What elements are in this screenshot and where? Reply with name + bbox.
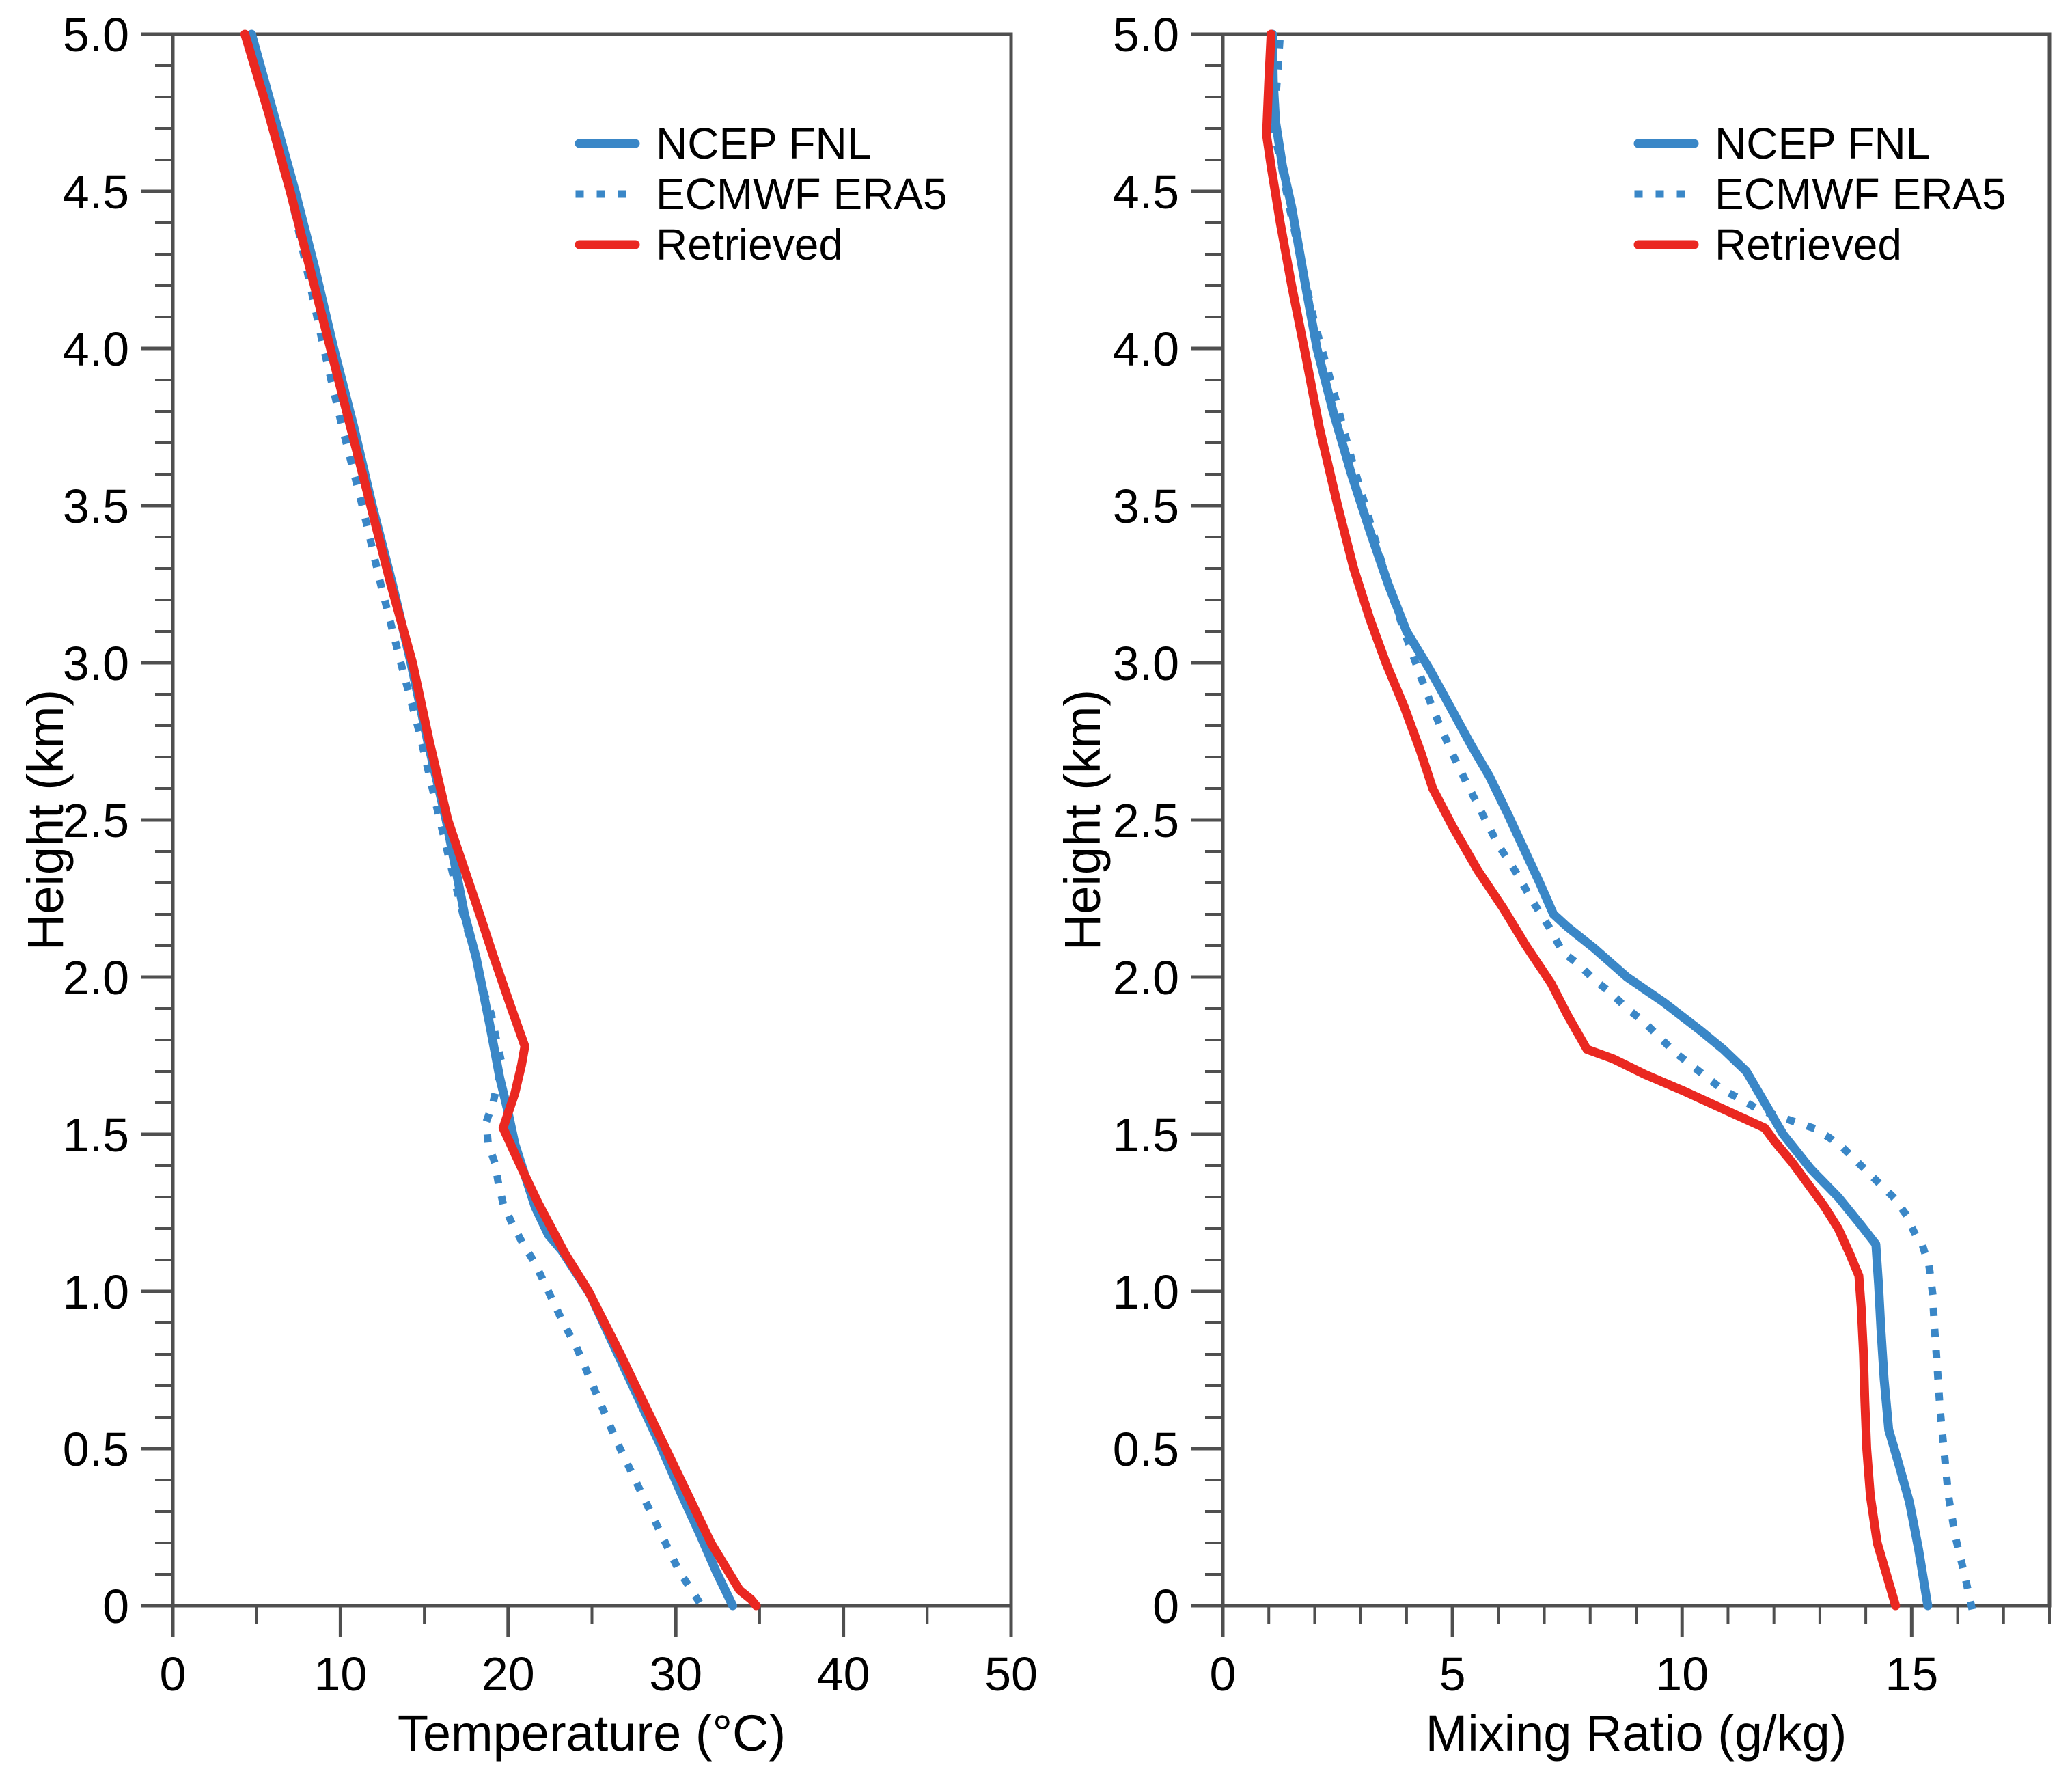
axis-ticks xyxy=(1191,32,2051,1637)
y-axis-title-height-left: Height (km) xyxy=(17,689,74,950)
legend-label: NCEP FNL xyxy=(656,119,871,168)
series-line xyxy=(1269,30,1976,1611)
x-axis-title-temperature: Temperature (°C) xyxy=(398,1705,786,1762)
y-tick-label: 4.5 xyxy=(1113,165,1179,219)
x-tick-label: 0 xyxy=(160,1647,187,1701)
axis-ticks xyxy=(141,32,1013,1637)
y-tick-label: 3.0 xyxy=(1113,637,1179,690)
y-tick-label: 2.5 xyxy=(63,794,129,847)
series-ecmwf-era5 xyxy=(1269,30,1976,1611)
y-tick-label: 2.0 xyxy=(63,951,129,1004)
axis-tick-labels: 0 10 20 30 40 50 0 0.5 1.0 1.5 2.0 2.5 3.0 3.5 4.0 4.5 5… xyxy=(63,8,1038,1701)
temperature-chart-plot-area: 0 10 20 30 40 50 0 0.5 1.0 1.5 2.0 2.5 3.0 3.5 4.0 4.5 5… xyxy=(63,8,1038,1701)
y-tick-label: 0 xyxy=(1152,1580,1179,1633)
y-tick-label: 1.5 xyxy=(1113,1108,1179,1162)
axes-frame xyxy=(171,32,1013,1608)
legend-label: ECMWF ERA5 xyxy=(1715,169,2006,219)
axis-tick-labels: 0 5 10 15 0 0.5 1.0 1.5 2.0 2.5 3.0 3.5 4.0 4.5 5.0 xyxy=(1113,8,1939,1701)
series-retrieved xyxy=(240,29,761,1611)
series-retrieved xyxy=(1262,29,1901,1611)
temperature-profile-chart: 0 10 20 30 40 50 0 0.5 1.0 1.5 2.0 2.5 3.0 3.5 4.0 4.5 5… xyxy=(17,8,1038,1762)
series-ncep-fnl xyxy=(247,29,738,1611)
legend-label: Retrieved xyxy=(656,220,843,269)
y-tick-label: 3.5 xyxy=(1113,480,1179,533)
y-tick-label: 4.5 xyxy=(63,165,129,219)
legend-item: ECMWF ERA5 xyxy=(1634,169,2006,219)
x-tick-label: 20 xyxy=(482,1647,535,1701)
legend-item: ECMWF ERA5 xyxy=(575,169,948,219)
series-line xyxy=(1262,29,1901,1611)
y-tick-label: 2.0 xyxy=(1113,951,1179,1004)
x-tick-label: 40 xyxy=(817,1647,870,1701)
series-line xyxy=(1268,29,1933,1611)
y-tick-label: 0.5 xyxy=(63,1423,129,1476)
legend-label: NCEP FNL xyxy=(1715,119,1930,168)
legend-label: Retrieved xyxy=(1715,220,1902,269)
legend-item: NCEP FNL xyxy=(575,119,871,168)
y-tick-label: 3.5 xyxy=(63,480,129,533)
y-tick-label: 4.0 xyxy=(1113,323,1179,376)
x-tick-label: 30 xyxy=(649,1647,702,1701)
x-tick-label: 5 xyxy=(1439,1647,1466,1701)
x-axis-title-mixing-ratio: Mixing Ratio (g/kg) xyxy=(1426,1705,1847,1762)
x-tick-label: 10 xyxy=(314,1647,367,1701)
y-tick-label: 0 xyxy=(102,1580,129,1633)
y-tick-label: 5.0 xyxy=(63,8,129,61)
y-tick-label: 2.5 xyxy=(1113,794,1179,847)
axes-frame xyxy=(1221,32,2052,1608)
y-tick-label: 3.0 xyxy=(63,637,129,690)
y-tick-label: 4.0 xyxy=(63,323,129,376)
legend-label: ECMWF ERA5 xyxy=(656,169,948,219)
y-tick-label: 1.0 xyxy=(1113,1265,1179,1319)
y-tick-label: 5.0 xyxy=(1113,8,1179,61)
y-axis-title-height-right: Height (km) xyxy=(1054,689,1111,950)
y-tick-label: 1.5 xyxy=(63,1108,129,1162)
y-tick-label: 0.5 xyxy=(1113,1423,1179,1476)
series-line xyxy=(247,29,738,1611)
legend-item: NCEP FNL xyxy=(1633,119,1930,168)
x-tick-label: 10 xyxy=(1655,1647,1709,1701)
y-tick-label: 1.0 xyxy=(63,1265,129,1319)
legend-item: Retrieved xyxy=(575,220,843,269)
series-ncep-fnl xyxy=(1268,29,1933,1611)
x-tick-label: 15 xyxy=(1885,1647,1938,1701)
mixing-ratio-profile-chart: 0 5 10 15 0 0.5 1.0 1.5 2.0 2.5 3.0 3.5 4.0 4.5 5.0 NCE… xyxy=(1054,8,2052,1762)
x-tick-label: 0 xyxy=(1210,1647,1237,1701)
x-tick-label: 50 xyxy=(984,1647,1038,1701)
series-line xyxy=(240,29,761,1611)
legend-item: Retrieved xyxy=(1633,220,1902,269)
mixing-ratio-chart-plot-area: 0 5 10 15 0 0.5 1.0 1.5 2.0 2.5 3.0 3.5 4.0 4.5 5.0 NCE… xyxy=(1113,8,2052,1701)
